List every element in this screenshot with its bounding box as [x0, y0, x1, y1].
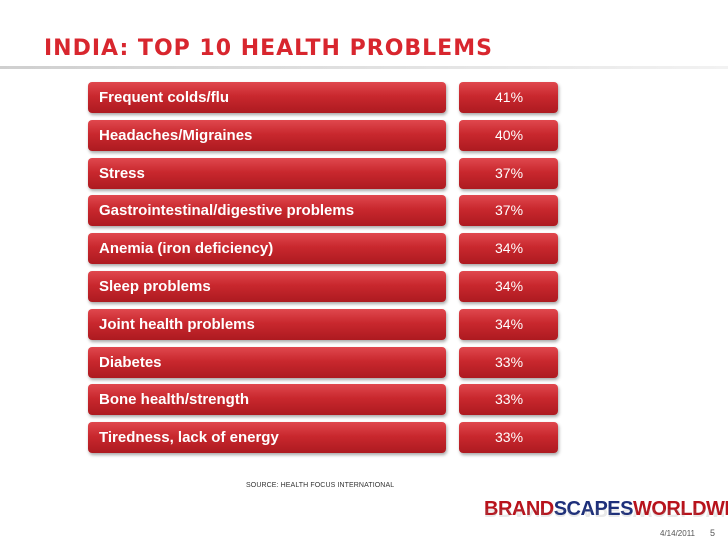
brand-logo-part-3: WORLDWIDE — [632, 498, 728, 520]
page-number: 5 — [710, 528, 716, 538]
title-divider — [0, 66, 728, 69]
value-label-box: 33% — [459, 347, 558, 378]
category-label-bar: Anemia (iron deficiency) — [88, 233, 446, 264]
value-label-box: 34% — [459, 309, 558, 340]
category-label-bar: Sleep problems — [88, 271, 446, 302]
value-label-box: 37% — [459, 158, 558, 189]
brand-logo-part-1: BRAND — [484, 498, 554, 520]
brand-logo: BRANDSCAPESWORLDWIDE — [484, 497, 728, 521]
source-note: SOURCE: HEALTH FOCUS INTERNATIONAL — [246, 482, 395, 489]
category-label-bar: Joint health problems — [88, 309, 446, 340]
value-label-box: 34% — [459, 271, 558, 302]
value-label-box: 34% — [459, 233, 558, 264]
value-label-box: 41% — [459, 82, 558, 113]
category-label-bar: Stress — [88, 158, 446, 189]
brand-logo-part-2: SCAPES — [553, 498, 634, 520]
value-label-box: 37% — [459, 195, 558, 226]
footer-date: 4/14/2011 — [660, 529, 695, 538]
category-label-bar: Gastrointestinal/digestive problems — [88, 195, 446, 226]
value-label-box: 33% — [459, 422, 558, 453]
value-label-box: 33% — [459, 384, 558, 415]
brand-logo-reflection: BRANDSCAPESWORLDWIDE — [484, 509, 724, 520]
category-label-bar: Headaches/Migraines — [88, 120, 446, 151]
category-label-bar: Bone health/strength — [88, 384, 446, 415]
slide-title: INDIA: TOP 10 HEALTH PROBLEMS — [44, 36, 493, 61]
category-label-bar: Frequent colds/flu — [88, 82, 446, 113]
value-label-box: 40% — [459, 120, 558, 151]
category-label-bar: Diabetes — [88, 347, 446, 378]
category-label-bar: Tiredness, lack of energy — [88, 422, 446, 453]
